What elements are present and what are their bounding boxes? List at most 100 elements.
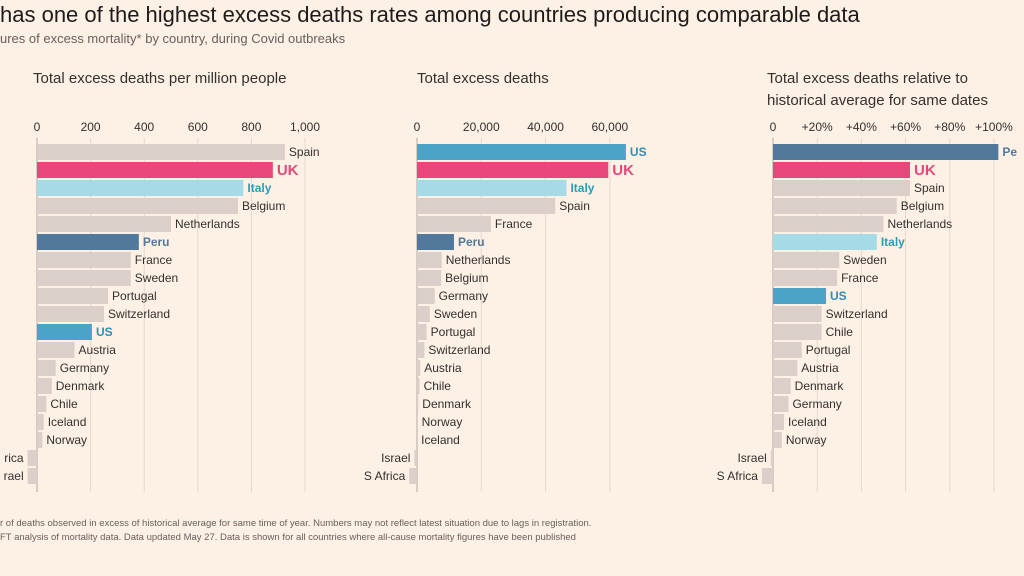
bar-label-total-germany: Germany	[439, 289, 488, 303]
bar-label-per-million-israel: rael	[4, 469, 24, 483]
bar-label-per-million-us: US	[96, 325, 113, 339]
bar-per-million-spain	[37, 144, 285, 160]
bar-relative-uk	[773, 162, 910, 178]
bar-per-million-netherlands	[37, 216, 171, 232]
bar-label-total-uk: UK	[612, 162, 634, 179]
bar-per-million-norway	[37, 432, 43, 448]
panel-title-total-text: Total excess deaths	[417, 70, 549, 87]
bar-relative-s-africa	[761, 468, 773, 484]
panel-title-relative-line-2: historical average for same dates	[767, 92, 988, 109]
bar-relative-sweden	[773, 252, 840, 268]
bar-label-relative-sweden: Sweden	[843, 253, 886, 267]
bar-total-netherlands	[417, 252, 442, 268]
tick-label-per-million-3: 600	[188, 120, 208, 134]
bar-label-relative-s-africa: S Africa	[717, 469, 759, 483]
bar-per-million-us	[37, 324, 92, 340]
bar-relative-iceland	[773, 414, 785, 430]
bar-per-million-israel	[27, 468, 37, 484]
bar-label-relative-switzerland: Switzerland	[826, 307, 888, 321]
bar-per-million-denmark	[37, 378, 52, 394]
bar-label-total-italy: Italy	[570, 181, 594, 195]
bar-total-germany	[417, 288, 435, 304]
bar-label-relative-spain: Spain	[914, 181, 945, 195]
panel-title-relative: Total excess deaths relative to historic…	[767, 68, 988, 112]
tick-label-relative-5: +100%	[975, 120, 1013, 134]
bar-per-million-peru	[37, 234, 139, 250]
tick-label-per-million-2: 400	[134, 120, 154, 134]
bar-label-per-million-germany: Germany	[60, 361, 109, 375]
bar-total-portugal	[417, 324, 427, 340]
tick-label-relative-3: +60%	[890, 120, 921, 134]
bar-label-relative-uk: UK	[914, 162, 936, 179]
bar-per-million-austria	[37, 342, 75, 358]
bar-relative-us	[773, 288, 827, 304]
bar-relative-france	[773, 270, 838, 286]
bar-per-million-belgium	[37, 198, 238, 214]
bar-label-total-us: US	[630, 145, 647, 159]
bar-label-per-million-uk: UK	[277, 162, 299, 179]
bar-total-france	[417, 216, 491, 232]
tick-label-per-million-4: 800	[241, 120, 261, 134]
bar-label-per-million-netherlands: Netherlands	[175, 217, 240, 231]
tick-label-relative-0: 0	[770, 120, 777, 134]
bar-total-chile	[417, 378, 420, 394]
bar-relative-norway	[773, 432, 782, 448]
bar-per-million-sweden	[37, 270, 131, 286]
bar-per-million-germany	[37, 360, 56, 376]
tick-label-relative-1: +20%	[802, 120, 833, 134]
bar-label-relative-norway: Norway	[786, 433, 827, 447]
bar-relative-italy	[773, 234, 877, 250]
bar-label-total-denmark: Denmark	[422, 397, 472, 411]
bar-label-per-million-denmark: Denmark	[56, 379, 106, 393]
bar-per-million-chile	[37, 396, 47, 412]
tick-label-per-million-0: 0	[34, 120, 41, 134]
chart-headline: has one of the highest excess deaths rat…	[0, 2, 860, 27]
bar-label-relative-denmark: Denmark	[795, 379, 845, 393]
bar-relative-denmark	[773, 378, 791, 394]
bar-total-austria	[417, 360, 421, 376]
bar-label-total-portugal: Portugal	[431, 325, 476, 339]
bar-relative-austria	[773, 360, 798, 376]
bar-label-total-switzerland: Switzerland	[428, 343, 490, 357]
bar-total-israel	[414, 450, 417, 466]
bar-label-relative-us: US	[830, 289, 847, 303]
tick-label-total-2: 40,000	[527, 120, 564, 134]
bar-label-relative-germany: Germany	[792, 397, 841, 411]
bar-total-us	[417, 144, 626, 160]
bar-per-million-france	[37, 252, 131, 268]
chart-per-million: 0 200 400 600 800 1,000 Spain UK Italy BelgiumNet…	[4, 120, 320, 492]
bar-label-per-million-switzerland: Switzerland	[108, 307, 170, 321]
bar-relative-switzerland	[773, 306, 822, 322]
bar-label-per-million-portugal: Portugal	[112, 289, 157, 303]
bar-per-million-uk	[37, 162, 273, 178]
panel-title-total: Total excess deaths	[417, 68, 549, 90]
bar-label-relative-chile: Chile	[826, 325, 854, 339]
bar-label-total-iceland: Iceland	[421, 433, 460, 447]
bar-relative-belgium	[773, 198, 897, 214]
bar-label-relative-france: France	[841, 271, 879, 285]
bar-label-total-chile: Chile	[424, 379, 452, 393]
bar-label-per-million-italy: Italy	[247, 181, 271, 195]
bar-label-per-million-sweden: Sweden	[135, 271, 178, 285]
bar-label-relative-belgium: Belgium	[901, 199, 944, 213]
bar-total-denmark	[417, 396, 419, 412]
bar-label-relative-peru: Pe	[1002, 145, 1017, 159]
bar-label-relative-netherlands: Netherlands	[887, 217, 952, 231]
bar-label-total-spain: Spain	[559, 199, 590, 213]
bar-label-total-belgium: Belgium	[445, 271, 488, 285]
bar-label-relative-italy: Italy	[881, 235, 905, 249]
bar-label-total-sweden: Sweden	[434, 307, 477, 321]
panel-title-per-million: Total excess deaths per million people	[33, 68, 286, 90]
tick-label-per-million-5: 1,000	[290, 120, 320, 134]
footnote: r of deaths observed in excess of histor…	[0, 518, 592, 529]
bar-per-million-italy	[37, 180, 244, 196]
tick-label-total-0: 0	[414, 120, 421, 134]
bar-label-total-netherlands: Netherlands	[446, 253, 511, 267]
bar-relative-portugal	[773, 342, 802, 358]
bar-relative-netherlands	[773, 216, 884, 232]
bar-label-relative-portugal: Portugal	[806, 343, 851, 357]
bar-per-million-portugal	[37, 288, 109, 304]
bar-total-norway	[417, 414, 418, 430]
